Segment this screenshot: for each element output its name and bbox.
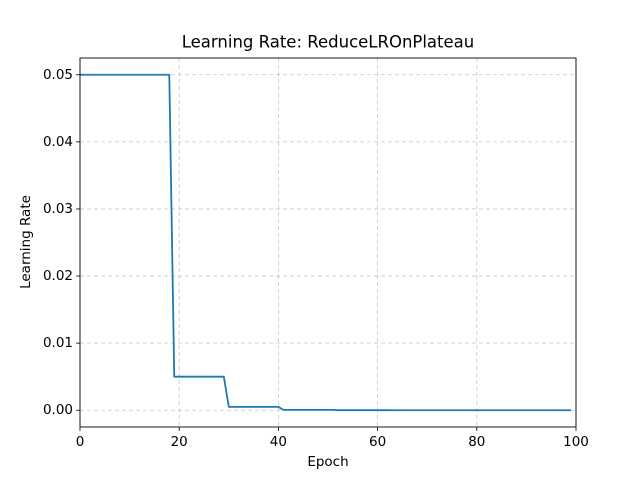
y-tick-label: 0.02 — [43, 268, 73, 284]
chart-title: Learning Rate: ReduceLROnPlateau — [182, 33, 474, 52]
x-tick-label: 40 — [270, 434, 287, 450]
y-tick-label: 0.05 — [43, 67, 73, 83]
y-tick-label: 0.00 — [43, 402, 73, 418]
x-tick-label: 100 — [563, 434, 589, 450]
line — [80, 73, 572, 412]
x-tick-label: 80 — [468, 434, 485, 450]
x-tick-label: 0 — [76, 434, 85, 450]
x-tick-label: 60 — [369, 434, 386, 450]
y-tick-label: 0.03 — [43, 201, 73, 217]
x-axis-label: Epoch — [307, 454, 348, 470]
y-tick-label: 0.01 — [43, 335, 73, 351]
y-tick-label: 0.04 — [43, 134, 73, 150]
axes-frame — [79, 57, 577, 428]
y-axis-label: Learning Rate — [18, 195, 34, 289]
x-tick-label: 20 — [171, 434, 188, 450]
